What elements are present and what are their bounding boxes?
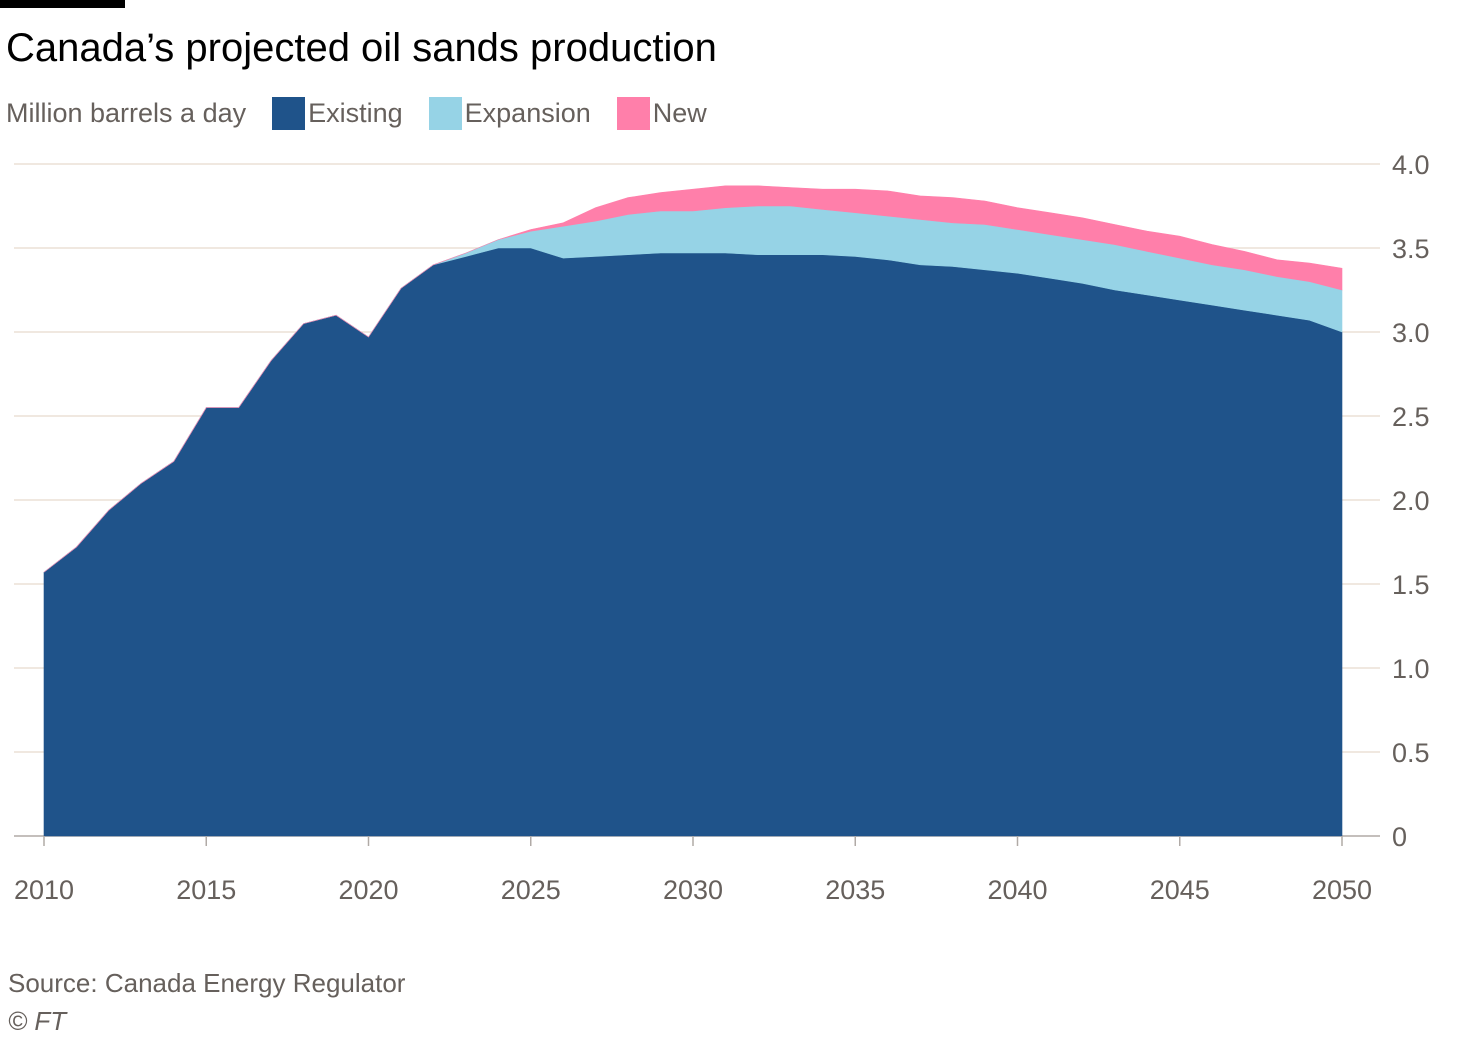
subtitle-legend-row: Million barrels a day Existing Expansion…: [6, 95, 733, 131]
y-tick-label: 2.0: [1392, 486, 1430, 516]
stacked-area-chart: 0 0.5 1.0 1.5 2.0 2.5 3.0 3.5 4.0 2010 2015 2020 202…: [14, 150, 1430, 905]
y-tick-label: 0: [1392, 822, 1407, 852]
x-tick-label: 2040: [987, 875, 1047, 905]
x-tick-label: 2025: [501, 875, 561, 905]
area-new: [43, 185, 1343, 573]
legend-swatch-new: [616, 96, 650, 130]
y-tick-label: 3.5: [1392, 234, 1430, 264]
y-tick-label: 2.5: [1392, 402, 1430, 432]
source-note: Source: Canada Energy Regulator: [8, 968, 406, 998]
y-tick-label: 1.0: [1392, 654, 1430, 684]
y-tick-label: 1.5: [1392, 570, 1430, 600]
unit-label: Million barrels a day: [6, 97, 247, 128]
legend-item-existing: Existing: [272, 96, 403, 130]
legend-label-expansion: Expansion: [464, 97, 591, 128]
x-tick-label: 2020: [338, 875, 398, 905]
x-tick-label: 2050: [1312, 875, 1372, 905]
x-tick-label: 2045: [1150, 875, 1210, 905]
y-tick-label: 3.0: [1392, 318, 1430, 348]
x-tick-label: 2010: [14, 875, 74, 905]
legend-item-new: New: [616, 96, 707, 130]
legend-item-expansion: Expansion: [428, 96, 591, 130]
legend-swatch-expansion: [428, 96, 462, 130]
x-tick-label: 2035: [825, 875, 885, 905]
series-areas: [43, 185, 1343, 837]
chart-title: Canada’s projected oil sands production: [6, 26, 717, 70]
y-tick-label: 0.5: [1392, 738, 1430, 768]
top-accent-bar: [0, 0, 125, 8]
legend-label-existing: Existing: [308, 97, 403, 128]
area-existing: [43, 247, 1343, 837]
copyright-note: © FT: [8, 1006, 67, 1036]
x-tick-label: 2015: [176, 875, 236, 905]
legend-swatch-existing: [272, 96, 306, 130]
legend-label-new: New: [652, 97, 707, 128]
x-tick-label: 2030: [663, 875, 723, 905]
y-tick-label: 4.0: [1392, 150, 1430, 180]
